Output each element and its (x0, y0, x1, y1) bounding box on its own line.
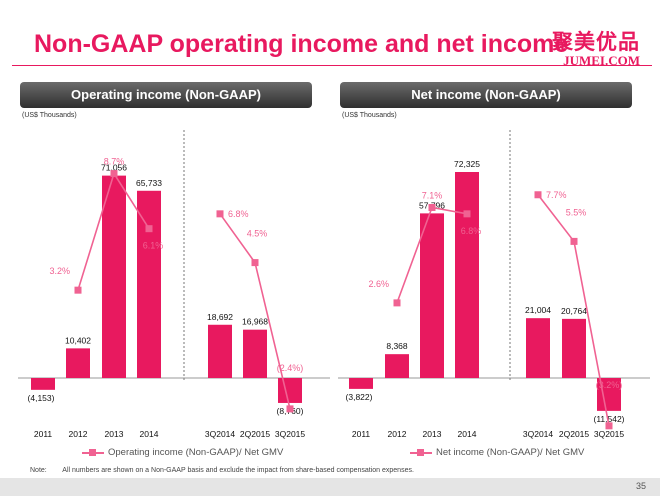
bar-value-label: 72,325 (454, 159, 480, 169)
logo-chinese-text: 聚美优品 (552, 30, 640, 54)
category-tick-label: 2013 (105, 429, 124, 439)
category-tick-label: 2013 (423, 429, 442, 439)
category-tick-label: 3Q2015 (275, 429, 306, 439)
category-tick-label: 2011 (352, 429, 371, 439)
margin-percent-label: 6.1% (143, 241, 164, 251)
bar-2014 (455, 172, 479, 378)
bar-2013 (420, 213, 444, 378)
bar-2013 (102, 175, 126, 378)
category-tick-label: 3Q2014 (523, 429, 554, 439)
footnote: Note: All numbers are shown on a Non-GAA… (30, 467, 414, 474)
legend-line-marker (410, 448, 432, 456)
category-tick-label: 2012 (69, 429, 88, 439)
net-income-units: (US$ Thousands) (342, 112, 397, 119)
category-tick-label: 2014 (140, 429, 159, 439)
margin-point (463, 210, 471, 218)
category-tick-label: 2Q2015 (559, 429, 590, 439)
margin-percent-label: 7.1% (422, 190, 443, 200)
bar-value-label: 71,056 (101, 163, 127, 173)
footer-bar (0, 478, 660, 496)
bar-value-label: 8,368 (386, 341, 408, 351)
margin-point (570, 237, 578, 245)
net-income-header: Net income (Non-GAAP) (340, 82, 632, 108)
margin-percent-label: 3.2% (49, 266, 70, 276)
category-tick-label: 2014 (458, 429, 477, 439)
slide-title: Non-GAAP operating income and net income (34, 30, 569, 58)
bar-value-label: 20,764 (561, 306, 587, 316)
bar-value-label: 10,402 (65, 335, 91, 345)
bar-2012 (66, 348, 90, 378)
margin-percent-label: 6.8% (461, 226, 482, 236)
margin-point (605, 422, 613, 430)
bar-value-label: (11,542) (593, 414, 624, 424)
margin-percent-label: (2.4%) (277, 363, 304, 373)
footnote-label: Note: (30, 467, 47, 474)
bar-3Q2014 (526, 318, 550, 378)
bar-value-label: 21,004 (525, 305, 551, 315)
bar-value-label: 65,733 (136, 178, 162, 188)
margin-point (534, 191, 542, 199)
legend-label: Net income (Non-GAAP)/ Net GMV (436, 447, 585, 458)
logo-english-text: JUMEI.COM (563, 53, 640, 68)
bar-2012 (385, 354, 409, 378)
margin-point (428, 203, 436, 211)
category-tick-label: 2Q2015 (240, 429, 271, 439)
footnote-text: All numbers are shown on a Non-GAAP basi… (62, 467, 414, 474)
margin-percent-label: 5.5% (566, 207, 587, 217)
operating-income-units: (US$ Thousands) (22, 112, 77, 119)
margin-percent-label: 2.6% (368, 279, 389, 289)
bar-value-label: (4,153) (28, 393, 55, 403)
bar-2Q2015 (562, 318, 586, 378)
bar-2011 (349, 378, 373, 389)
bar-3Q2014 (208, 324, 232, 378)
margin-point (216, 210, 224, 218)
title-divider (12, 65, 652, 66)
margin-point (110, 170, 118, 178)
margin-percent-label: 8.7% (104, 157, 125, 167)
margin-percent-label: (3.2%) (596, 380, 623, 390)
category-tick-label: 2011 (34, 429, 53, 439)
legend-line-marker (82, 448, 104, 456)
legend-label: Operating income (Non-GAAP)/ Net GMV (108, 447, 284, 458)
net-income-legend: Net income (Non-GAAP)/ Net GMV (410, 447, 584, 458)
category-tick-label: 3Q2015 (594, 429, 625, 439)
margin-percent-label: 4.5% (247, 229, 268, 239)
category-tick-label: 3Q2014 (205, 429, 236, 439)
bar-2011 (31, 378, 55, 390)
margin-percent-label: 6.8% (228, 209, 249, 219)
margin-point (286, 405, 294, 413)
margin-point (393, 299, 401, 307)
operating-income-legend: Operating income (Non-GAAP)/ Net GMV (82, 447, 283, 458)
bar-2014 (137, 190, 161, 378)
jumei-logo: 聚美优品 JUMEI.COM (552, 26, 640, 69)
category-tick-label: 2012 (388, 429, 407, 439)
margin-percent-label: 7.7% (546, 190, 567, 200)
bar-2Q2015 (243, 329, 267, 378)
margin-point (74, 286, 82, 294)
operating-income-header: Operating income (Non-GAAP) (20, 82, 312, 108)
bar-3Q2015 (278, 378, 302, 403)
bar-value-label: 18,692 (207, 312, 233, 322)
page-number: 35 (635, 481, 646, 491)
margin-point (145, 225, 153, 233)
bar-value-label: (3,822) (346, 392, 373, 402)
margin-point (251, 259, 259, 267)
bar-value-label: 16,968 (242, 317, 268, 327)
